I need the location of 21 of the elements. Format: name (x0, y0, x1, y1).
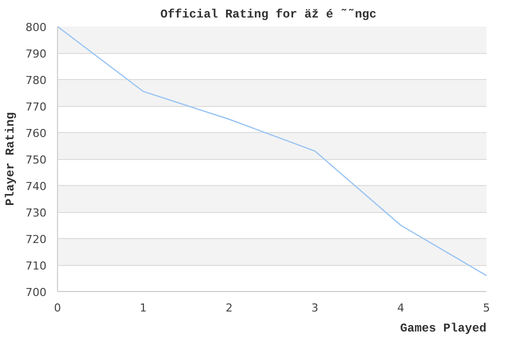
y-tick-label: 720 (26, 233, 47, 246)
y-tick-label: 700 (26, 286, 47, 299)
y-tick-label: 790 (26, 48, 47, 60)
y-tick-label: 770 (26, 100, 47, 114)
x-tick-label: 3 (311, 302, 318, 314)
x-tick-label: 4 (397, 302, 404, 314)
y-tick-label: 760 (26, 127, 47, 140)
x-tick-label: 0 (54, 302, 61, 314)
x-axis-title: Games Played (400, 322, 487, 336)
x-tick-label: 1 (140, 302, 147, 314)
y-tick-label: 740 (26, 180, 47, 193)
y-tick-label: 710 (26, 260, 47, 272)
y-tick-label: 800 (26, 21, 47, 34)
line-series (58, 26, 486, 276)
x-tick-label: 2 (226, 302, 233, 314)
y-tick-label: 730 (26, 206, 47, 220)
y-tick-label: 750 (26, 154, 47, 166)
y-tick-label: 780 (26, 74, 47, 87)
y-axis-title: Player Rating (4, 112, 18, 206)
x-tick-label: 5 (483, 302, 490, 314)
chart-title: Official Rating for äž é ˜˜ngc (160, 8, 376, 22)
